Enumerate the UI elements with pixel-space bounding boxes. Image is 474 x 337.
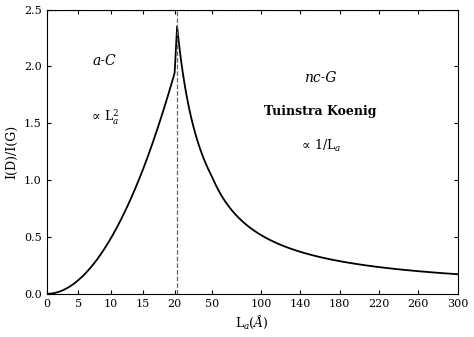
Y-axis label: I(D)/I(G): I(D)/I(G) [6, 125, 18, 179]
Text: a-C: a-C [92, 54, 116, 68]
Text: nc-G: nc-G [304, 71, 336, 85]
X-axis label: L$_a$($\AA$): L$_a$($\AA$) [235, 314, 269, 332]
Text: Tuinstra Koenig: Tuinstra Koenig [264, 105, 376, 118]
Text: $\propto\,\mathrm{L}_a^2$: $\propto\,\mathrm{L}_a^2$ [89, 108, 119, 127]
Text: $\propto\,1/\mathrm{L}_a$: $\propto\,1/\mathrm{L}_a$ [299, 138, 341, 154]
